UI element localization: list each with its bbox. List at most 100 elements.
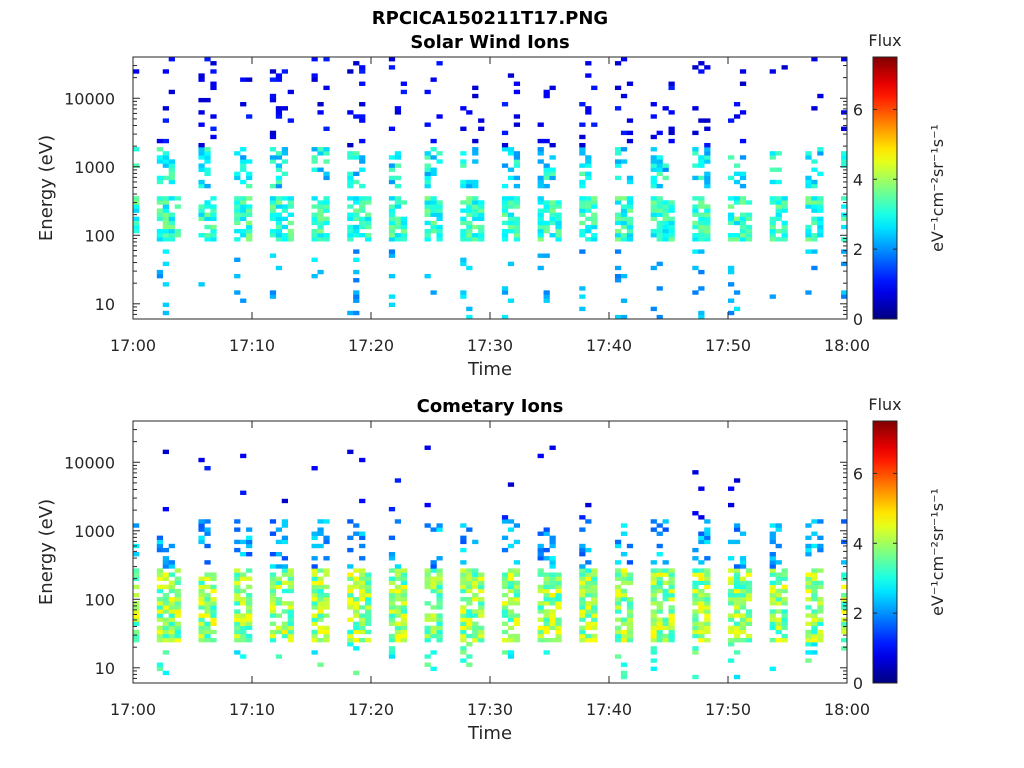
heatmap-cell [579, 576, 586, 581]
heatmap-cell [287, 629, 294, 635]
heatmap-cell [460, 576, 467, 581]
heatmap-cell [733, 637, 741, 643]
heatmap-cell [365, 629, 372, 635]
heatmap-cell [275, 183, 283, 189]
heatmap-cell [460, 159, 467, 164]
heatmap-cell [656, 543, 663, 549]
heatmap-cell [662, 237, 669, 242]
heatmap-cell [704, 220, 711, 226]
heatmap-cell [174, 204, 181, 209]
heatmap-cell [359, 556, 366, 561]
heatmap-cell [466, 597, 473, 602]
heatmap-cell [805, 580, 812, 586]
x-axis-label: Time [467, 359, 512, 380]
heatmap-cell [246, 592, 253, 598]
heatmap-cell [662, 208, 669, 213]
x-tick-label: 17:30 [467, 336, 513, 355]
heatmap-cell [733, 200, 741, 205]
heatmap-cell [174, 597, 181, 602]
heatmap-cell [733, 290, 741, 295]
heatmap-cell [745, 584, 753, 590]
heatmap-cell [353, 228, 360, 234]
heatmap-cell [733, 576, 741, 581]
heatmap-cell [817, 93, 824, 99]
heatmap-cell [394, 637, 402, 643]
heatmap-cell [400, 613, 407, 618]
heatmap-cell [585, 576, 592, 581]
heatmap-cell [317, 613, 324, 618]
heatmap-cell [460, 106, 467, 111]
heatmap-cell [513, 617, 521, 622]
heatmap-cell [543, 294, 550, 299]
heatmap-cell [745, 580, 753, 586]
heatmap-cell [501, 601, 509, 606]
heatmap-cell [656, 633, 663, 639]
heatmap-cell [311, 147, 318, 152]
heatmap-cell [287, 233, 294, 238]
heatmap-cell [311, 650, 318, 655]
heatmap-cell [246, 212, 253, 217]
heatmap-cell [692, 233, 699, 238]
heatmap-cell [359, 629, 366, 635]
heatmap-cell [400, 216, 407, 222]
heatmap-cell [174, 233, 181, 238]
heatmap-cell [198, 539, 205, 545]
heatmap-cell [466, 580, 473, 586]
heatmap-cell [436, 212, 443, 217]
heatmap-cell [704, 142, 711, 148]
heatmap-cell [585, 208, 592, 213]
x-tick-label: 17:00 [110, 336, 156, 355]
heatmap-cell [626, 179, 634, 185]
heatmap-cell [281, 580, 288, 586]
heatmap-cell [478, 118, 485, 123]
heatmap-cell [769, 601, 776, 606]
heatmap-cell [620, 633, 628, 639]
heatmap-cell [805, 576, 812, 581]
heatmap-cell [507, 568, 515, 573]
heatmap-cell [733, 527, 741, 532]
heatmap-cell [769, 220, 776, 226]
heatmap-cell [210, 114, 217, 119]
heatmap-cell [728, 282, 735, 287]
heatmap-cell [234, 625, 241, 631]
heatmap-cell [543, 138, 550, 144]
heatmap-cell [234, 220, 241, 226]
heatmap-cell [287, 568, 294, 573]
heatmap-cell [692, 547, 699, 553]
heatmap-cell [359, 617, 366, 622]
heatmap-cell [204, 171, 211, 177]
heatmap-cell [811, 621, 818, 626]
heatmap-cell [281, 204, 288, 209]
heatmap-cell [662, 224, 669, 230]
heatmap-cell [168, 175, 175, 181]
heatmap-cell [585, 224, 592, 230]
heatmap-cell [317, 531, 324, 536]
heatmap-cell [478, 633, 485, 639]
heatmap-cell [275, 613, 283, 618]
heatmap-cell [775, 228, 782, 234]
heatmap-cell [656, 212, 663, 217]
heatmap-cell [436, 216, 443, 222]
heatmap-cell [507, 588, 515, 594]
heatmap-cell [234, 539, 241, 545]
heatmap-cell [394, 151, 402, 156]
heatmap-cell [745, 228, 753, 234]
heatmap-cell [133, 609, 140, 614]
heatmap-cell [269, 208, 277, 213]
heatmap-cell [466, 110, 473, 115]
heatmap-cell [543, 576, 550, 581]
heatmap-cell [739, 592, 747, 598]
heatmap-cell [287, 609, 294, 614]
heatmap-cell [704, 527, 711, 532]
heatmap-cell [168, 89, 175, 95]
heatmap-cell [424, 601, 431, 606]
heatmap-cell [662, 572, 669, 577]
heatmap-cell [698, 531, 705, 536]
heatmap-cell [704, 576, 711, 581]
heatmap-cell [662, 633, 669, 639]
heatmap-cell [817, 204, 824, 209]
heatmap-cell [650, 228, 657, 234]
heatmap-cell [805, 658, 812, 663]
heatmap-cell [365, 592, 372, 598]
heatmap-cell [745, 588, 753, 594]
